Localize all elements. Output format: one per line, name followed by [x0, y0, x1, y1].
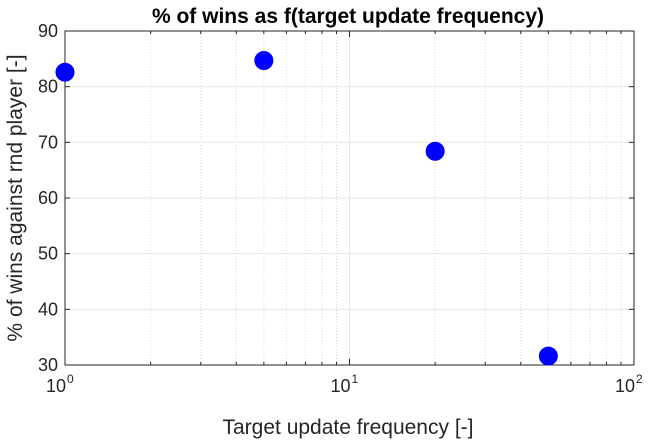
x-tick-label-base: 10	[330, 376, 350, 396]
x-tick-label-base: 10	[46, 376, 66, 396]
x-tick-label-exponent: 1	[352, 372, 359, 386]
points-layer	[55, 51, 558, 366]
x-axis-label: Target update frequency [-]	[223, 416, 474, 439]
x-tick-label-exponent: 0	[67, 372, 74, 386]
data-point	[254, 51, 274, 71]
y-tick-label: 40	[38, 299, 58, 319]
y-tick-label: 70	[38, 132, 58, 152]
y-tick-label: 30	[38, 355, 58, 375]
data-point	[538, 346, 558, 366]
y-tick-label: 90	[38, 21, 58, 41]
chart-title: % of wins as f(target update frequency)	[152, 5, 544, 28]
x-tick-label: 10 1	[330, 372, 358, 396]
y-axis-label: % of wins against rnd player [-]	[4, 54, 27, 341]
grid-layer	[64, 30, 635, 366]
y-tick-label: 80	[38, 77, 58, 97]
data-point	[55, 62, 75, 82]
y-tick-label: 50	[38, 244, 58, 264]
x-tick-label-exponent: 2	[636, 372, 643, 386]
y-tick-label: 60	[38, 188, 58, 208]
data-point	[425, 141, 445, 161]
x-tick-label-base: 10	[615, 376, 635, 396]
x-tick-label: 10 0	[46, 372, 74, 396]
x-tick-label: 10 2	[615, 372, 643, 396]
